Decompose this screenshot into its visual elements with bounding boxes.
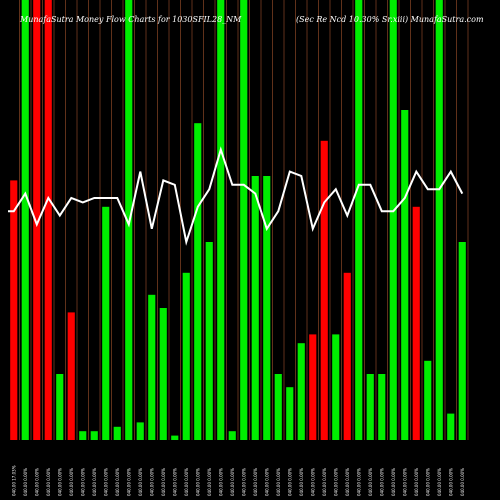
bar xyxy=(424,360,432,440)
x-tick-label: 040.00 0.00% xyxy=(299,468,304,496)
x-tick-label: 040.00 0.00% xyxy=(253,468,258,496)
x-tick-label: 040.00 0.00% xyxy=(46,468,51,496)
bar xyxy=(412,206,420,440)
x-tick-label: 040.00 0.00% xyxy=(310,468,315,496)
x-tick-label: 040.00 0.00% xyxy=(172,468,177,496)
bar xyxy=(171,435,179,440)
bar xyxy=(102,206,110,440)
x-tick-label: 040.00 0.00% xyxy=(460,468,465,496)
x-tick-label: 040.00 0.00% xyxy=(241,468,246,496)
x-tick-label: 040.00 0.00% xyxy=(264,468,269,496)
x-tick-label: 040.00 0.00% xyxy=(138,468,143,496)
x-tick-label: 040.00 0.00% xyxy=(391,468,396,496)
bar xyxy=(309,334,317,440)
bar xyxy=(56,374,64,440)
bar xyxy=(113,426,121,440)
bar xyxy=(343,272,351,440)
x-tick-label: 040.00 0.00% xyxy=(161,468,166,496)
bar xyxy=(355,0,363,440)
bar xyxy=(182,272,190,440)
money-flow-line xyxy=(8,146,464,246)
bar xyxy=(67,312,75,440)
bar xyxy=(435,0,443,440)
bar xyxy=(148,294,156,440)
x-tick-label: 040.00 0.00% xyxy=(34,468,39,496)
bar xyxy=(205,242,213,440)
bar xyxy=(401,110,409,440)
x-tick-label: 040.00 0.00% xyxy=(414,468,419,496)
bar xyxy=(332,334,340,440)
x-tick-label: 040.00 0.00% xyxy=(333,468,338,496)
x-tick-label: 040.00 0.00% xyxy=(92,468,97,496)
bar xyxy=(297,343,305,440)
x-tick-labels: 040.00 17.03% 040.00 0.00% 040.00 0.00% 040… xyxy=(11,465,465,496)
x-tick-label: 040.00 0.00% xyxy=(402,468,407,496)
bar xyxy=(10,180,18,440)
bar xyxy=(263,176,271,440)
chart-subtitle: (Sec Re Ncd 10.30% Sr.xiii) MunafaSutra.… xyxy=(296,15,484,24)
x-tick-label: 040.00 0.00% xyxy=(103,468,108,496)
x-tick-label: 040.00 0.00% xyxy=(207,468,212,496)
x-tick-label: 040.00 0.00% xyxy=(322,468,327,496)
x-tick-label: 040.00 0.00% xyxy=(287,468,292,496)
x-tick-label: 040.00 0.00% xyxy=(195,468,200,496)
x-tick-label: 040.00 0.00% xyxy=(379,468,384,496)
x-tick-label: 040.00 0.00% xyxy=(69,468,74,496)
bar xyxy=(286,387,294,440)
x-tick-label: 040.00 0.00% xyxy=(448,468,453,496)
bar xyxy=(320,140,328,441)
x-tick-label: 040.00 0.00% xyxy=(218,468,223,496)
bar xyxy=(378,374,386,440)
x-tick-label: 040.00 0.00% xyxy=(345,468,350,496)
x-tick-label: 040.00 0.00% xyxy=(425,468,430,496)
grid-lines xyxy=(19,0,469,440)
x-tick-label: 040.00 0.00% xyxy=(80,468,85,496)
bar xyxy=(21,0,29,440)
bar xyxy=(90,431,98,440)
x-tick-label: 040.00 0.00% xyxy=(356,468,361,496)
x-tick-label: 040.00 0.00% xyxy=(57,468,62,496)
bar xyxy=(44,0,52,440)
x-tick-label: 040.00 0.00% xyxy=(230,468,235,496)
x-tick-label: 040.00 0.00% xyxy=(368,468,373,496)
bar xyxy=(240,0,248,440)
bar xyxy=(136,422,144,440)
x-tick-label: 040.00 0.00% xyxy=(184,468,189,496)
bar xyxy=(366,374,374,440)
bar xyxy=(228,431,236,440)
bar xyxy=(217,0,225,440)
bar xyxy=(33,0,41,440)
x-tick-label: 040.00 0.00% xyxy=(437,468,442,496)
bar xyxy=(458,242,466,440)
x-tick-label: 040.00 0.00% xyxy=(126,468,131,496)
x-tick-label: 040.00 0.00% xyxy=(115,468,120,496)
bar xyxy=(274,374,282,440)
x-tick-label: 040.00 17.03% xyxy=(11,465,16,496)
x-tick-label: 040.00 0.00% xyxy=(149,468,154,496)
bar xyxy=(251,176,259,440)
bar xyxy=(447,413,455,440)
x-tick-label: 040.00 0.00% xyxy=(276,468,281,496)
chart-title: MunafaSutra Money Flow Charts for 1030SF… xyxy=(19,15,242,24)
bar xyxy=(194,123,202,440)
bar xyxy=(389,0,397,440)
x-tick-label: 040.00 0.00% xyxy=(23,468,28,496)
bar xyxy=(79,431,87,440)
bar xyxy=(159,308,167,440)
